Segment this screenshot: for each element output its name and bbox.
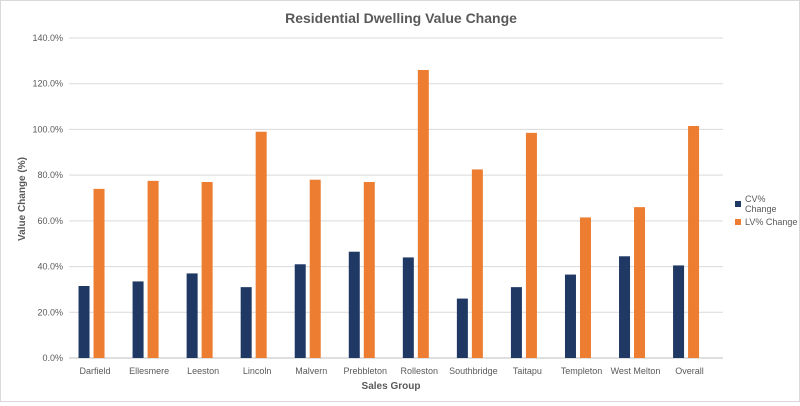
x-tick-label: Overall [675, 366, 704, 376]
x-tick-label: Ellesmere [129, 366, 169, 376]
bar-cv-leeston [186, 273, 198, 358]
legend-swatch-lv [735, 219, 741, 225]
bar-cv-taitapu [510, 287, 522, 358]
x-tick-label: Templeton [561, 366, 603, 376]
x-tick-label: Taitapu [513, 366, 542, 376]
bar-lv-lincoln [255, 131, 267, 358]
bar-lv-overall [688, 126, 700, 358]
bar-cv-overall [673, 265, 685, 358]
x-tick-label: West Melton [611, 366, 661, 376]
legend-item-lv: LV% Change [735, 215, 799, 229]
y-tick-label: 100.0% [32, 124, 63, 134]
y-tick-label: 60.0% [37, 216, 63, 226]
bar-lv-west-melton [634, 207, 646, 358]
bar-cv-lincoln [240, 287, 252, 358]
bar-cv-prebbleton [348, 251, 360, 358]
bar-lv-ellesmere [147, 180, 159, 358]
legend-item-cv: CV% Change [735, 194, 799, 214]
y-tick-label: 80.0% [37, 170, 63, 180]
y-axis-label: Value Change (%) [17, 157, 28, 241]
bar-cv-darfield [78, 286, 90, 358]
bar-cv-west-melton [619, 256, 631, 358]
bar-cv-templeton [564, 274, 576, 358]
legend-label-cv: CV% Change [744, 194, 777, 214]
bar-cv-ellesmere [132, 281, 144, 358]
y-axis-ticks: 0.0% 20.0% 40.0% 60.0% 80.0% 100.0% 120.0% 140.… [32, 33, 63, 363]
bar-cv-rolleston [402, 257, 414, 358]
bar-lv-rolleston [417, 70, 429, 358]
y-tick-label: 140.0% [32, 33, 63, 43]
bar-lv-taitapu [525, 132, 537, 358]
bars [78, 70, 700, 358]
legend-swatch-cv [735, 201, 741, 207]
x-tick-label: Prebbleton [343, 366, 387, 376]
bar-lv-malvern [309, 179, 321, 358]
y-tick-label: 40.0% [37, 262, 63, 272]
legend-label-lv: LV% Change [745, 217, 798, 227]
chart-title: Residential Dwelling Value Change [285, 10, 517, 26]
y-tick-label: 20.0% [37, 307, 63, 317]
bar-lv-southbridge [471, 169, 483, 358]
x-tick-label: Darfield [80, 366, 111, 376]
y-tick-label: 120.0% [32, 79, 63, 89]
x-tick-label: Southbridge [449, 366, 498, 376]
x-axis-label: Sales Group [362, 381, 421, 392]
x-axis-ticks: Darfield Ellesmere Leeston Lincoln Malvern Pr… [80, 366, 704, 376]
x-tick-label: Leeston [187, 366, 219, 376]
bar-cv-malvern [294, 264, 306, 358]
bar-lv-leeston [201, 182, 213, 358]
bar-lv-darfield [93, 188, 105, 358]
legend: CV% Change LV% Change [735, 194, 799, 233]
y-tick-label: 0.0% [42, 353, 63, 363]
x-tick-label: Lincoln [243, 366, 272, 376]
x-tick-label: Rolleston [401, 366, 439, 376]
bar-cv-southbridge [456, 298, 468, 358]
bar-lv-prebbleton [363, 182, 375, 358]
x-tick-label: Malvern [295, 366, 327, 376]
gridlines [69, 37, 723, 359]
bar-lv-templeton [579, 217, 591, 358]
